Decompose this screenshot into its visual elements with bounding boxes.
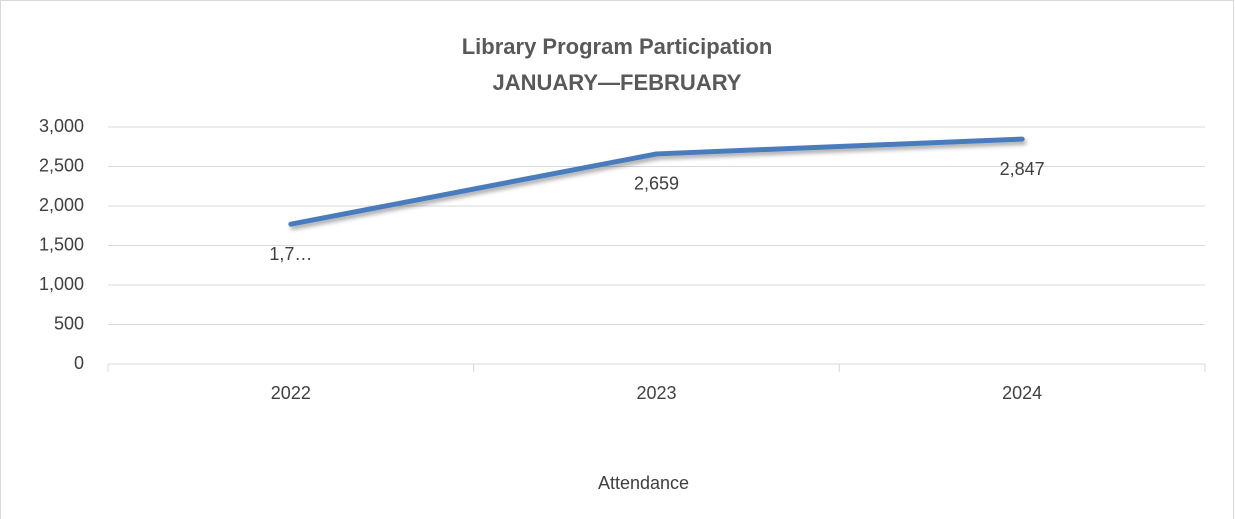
y-tick-label: 3,000 — [39, 116, 84, 136]
series-line — [288, 136, 1025, 227]
data-label: 1,7… — [269, 244, 312, 264]
x-tick-label: 2023 — [636, 383, 676, 403]
chart-title: Library Program Participation — [462, 34, 773, 59]
legend-label: Attendance — [598, 473, 689, 493]
x-tick-label: 2022 — [271, 383, 311, 403]
y-tick-label: 500 — [54, 313, 84, 333]
x-tick-label: 2024 — [1002, 383, 1042, 403]
y-tick-label: 2,000 — [39, 195, 84, 215]
data-label: 2,659 — [634, 174, 679, 194]
y-tick-label: 2,500 — [39, 155, 84, 175]
y-tick-label: 0 — [74, 353, 84, 373]
y-tick-label: 1,000 — [39, 274, 84, 294]
y-tick-label: 1,500 — [39, 234, 84, 254]
chart-subtitle: JANUARY—FEBRUARY — [493, 70, 742, 95]
data-label: 2,847 — [1000, 159, 1045, 179]
